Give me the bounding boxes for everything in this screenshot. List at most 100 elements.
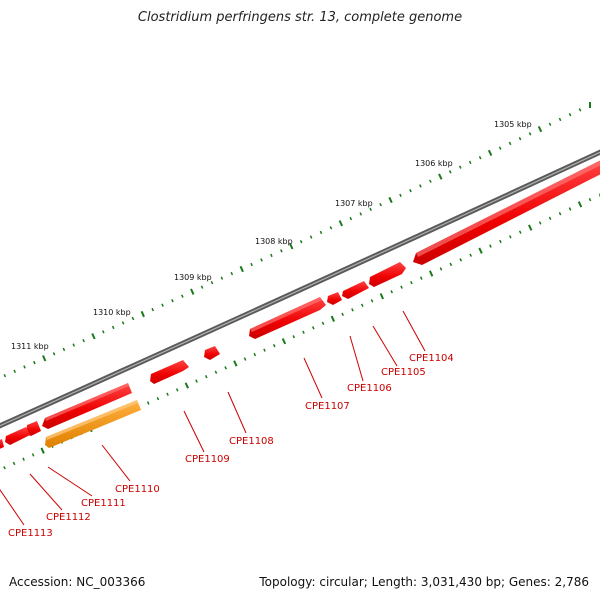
tick-mark xyxy=(321,321,325,326)
tick-mark xyxy=(184,382,190,389)
tick-mark xyxy=(499,239,502,244)
tick-mark xyxy=(190,288,195,295)
tick-mark xyxy=(487,149,493,157)
gene-label-cpe1108[interactable]: CPE1108 xyxy=(229,436,274,447)
tick-mark xyxy=(270,253,273,258)
tick-mark xyxy=(469,253,472,257)
gene-leader-lines xyxy=(0,310,426,526)
tick-mark xyxy=(151,307,154,312)
gene-label-cpe1111[interactable]: CPE1111 xyxy=(81,498,126,509)
tick-mark xyxy=(171,298,174,303)
gene-label-cpe1105[interactable]: CPE1105 xyxy=(381,367,426,378)
kbp-label-1305: 1305 kbp xyxy=(494,120,532,129)
tick-mark xyxy=(388,196,393,204)
tick-mark xyxy=(359,212,363,216)
tick-mark xyxy=(478,155,482,160)
kbp-label-1311: 1311 kbp xyxy=(11,342,49,351)
tick-mark xyxy=(400,285,403,289)
tick-mark xyxy=(459,258,463,262)
tick-mark xyxy=(13,369,16,373)
tick-mark xyxy=(448,170,452,174)
gene-arrow-cpe1112[interactable] xyxy=(5,427,30,445)
tick-mark xyxy=(33,360,36,365)
gene-label-cpe1110[interactable]: CPE1110 xyxy=(115,484,160,495)
tick-mark xyxy=(468,160,472,165)
tick-mark xyxy=(419,184,422,188)
tick-mark xyxy=(390,290,393,294)
genome-title: Clostridium perfringens str. 13, complet… xyxy=(137,10,463,25)
tick-mark xyxy=(338,220,344,227)
tick-mark xyxy=(23,365,26,369)
genome-backbone xyxy=(0,149,600,429)
tick-mark xyxy=(379,293,385,300)
gene-label-cpe1109[interactable]: CPE1109 xyxy=(185,454,230,465)
tick-mark xyxy=(181,294,184,298)
inner-tick-scale xyxy=(3,193,600,470)
tick-mark xyxy=(518,136,522,141)
tick-mark xyxy=(299,239,303,244)
tick-mark xyxy=(312,326,315,330)
gene-arrow-cpe1107[interactable] xyxy=(249,297,326,339)
tick-mark xyxy=(458,165,462,169)
gene-arrow-cpe1108[interactable] xyxy=(204,346,220,360)
tick-mark xyxy=(111,325,115,330)
tick-mark xyxy=(351,308,354,312)
tick-mark xyxy=(498,146,502,150)
gene-label-cpe1113[interactable]: CPE1113 xyxy=(8,528,53,539)
tick-mark xyxy=(548,216,552,220)
tick-mark xyxy=(230,271,234,276)
tick-mark xyxy=(302,330,305,334)
gene-label-cpe1112[interactable]: CPE1112 xyxy=(46,512,91,523)
tick-mark xyxy=(319,230,323,235)
gene-arrow-cpe1106[interactable] xyxy=(342,281,369,299)
tick-mark xyxy=(166,392,169,396)
tick-mark xyxy=(156,396,160,401)
tick-mark xyxy=(175,388,179,392)
gene-highlight-cpe1110[interactable] xyxy=(45,400,141,448)
tick-mark xyxy=(329,226,333,230)
tick-mark xyxy=(12,461,16,466)
gene-arrow-cpe1105[interactable] xyxy=(369,262,406,287)
tick-mark xyxy=(289,243,294,250)
gene-label-cpe1107[interactable]: CPE1107 xyxy=(305,401,350,412)
tick-mark xyxy=(250,262,253,267)
gene-arrow-cpe1111[interactable] xyxy=(26,421,41,436)
tick-mark xyxy=(72,343,76,347)
tick-mark xyxy=(263,348,266,352)
gene-label-cpe1104[interactable]: CPE1104 xyxy=(409,353,454,364)
tick-mark xyxy=(577,201,583,208)
tick-mark xyxy=(280,249,283,253)
tick-mark xyxy=(233,360,238,367)
tick-mark xyxy=(309,235,313,239)
tick-mark xyxy=(330,315,336,323)
tick-mark xyxy=(62,347,66,352)
gene-arrow-cpe1109[interactable] xyxy=(150,360,189,384)
tick-mark xyxy=(548,122,552,126)
tick-mark xyxy=(537,125,543,133)
tick-mark xyxy=(31,453,35,457)
kbp-label-1310: 1310 kbp xyxy=(93,308,131,317)
tick-mark xyxy=(578,108,582,112)
tick-mark xyxy=(538,221,542,225)
tick-mark xyxy=(260,258,263,262)
tick-mark xyxy=(200,285,204,289)
kbp-label-1306: 1306 kbp xyxy=(415,159,453,168)
tick-mark xyxy=(478,247,483,254)
tick-mark xyxy=(419,276,423,280)
gene-arrow-cpe1110[interactable] xyxy=(42,383,132,429)
tick-mark xyxy=(52,352,56,356)
tick-mark xyxy=(379,202,382,207)
gene-arrow-cpe1113[interactable] xyxy=(0,439,4,451)
tick-mark xyxy=(102,330,105,334)
gene-label-cpe1106[interactable]: CPE1106 xyxy=(347,383,392,394)
kbp-label-1307: 1307 kbp xyxy=(335,199,373,208)
tick-mark xyxy=(239,265,244,273)
tick-mark xyxy=(568,207,572,211)
genome-summary-text: Topology: circular; Length: 3,031,430 bp… xyxy=(259,575,589,589)
tick-mark xyxy=(527,224,533,231)
outer-tick-scale xyxy=(3,102,591,378)
tick-mark xyxy=(349,216,353,221)
tick-mark xyxy=(558,117,562,122)
tick-mark xyxy=(399,193,402,198)
